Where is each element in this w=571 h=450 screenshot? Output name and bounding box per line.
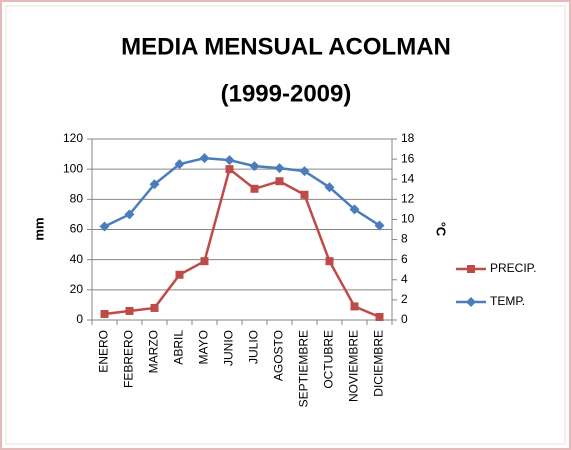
series-line <box>104 167 380 319</box>
inner-frame <box>5 5 566 445</box>
legend-label: TEMP. <box>490 294 525 308</box>
x-tick-label: MARZO <box>147 330 161 373</box>
marker <box>175 270 184 279</box>
marker <box>125 306 134 315</box>
x-tick-label: AGOSTO <box>272 330 286 381</box>
x-tick-label: ENERO <box>97 330 111 373</box>
y2-tick-label: 2 <box>401 292 408 306</box>
marker <box>324 182 335 193</box>
y2-axis-title: °C <box>434 222 449 237</box>
marker <box>100 309 109 318</box>
marker <box>300 190 309 199</box>
y-tick-label: 100 <box>63 161 83 175</box>
chart-title: (1999-2009) <box>221 80 352 107</box>
y2-tick-label: 18 <box>401 131 415 145</box>
x-tick-label: SEPTIEMBRE <box>297 330 311 407</box>
marker <box>124 209 135 220</box>
x-tick-label: JULIO <box>247 330 261 364</box>
y2-tick-label: 4 <box>401 272 408 286</box>
series-line <box>103 156 381 228</box>
marker <box>149 179 160 190</box>
x-tick-label: NOVIEMBRE <box>347 330 361 402</box>
legend-label: PRECIP. <box>490 261 536 275</box>
y-tick-label: 80 <box>70 192 84 206</box>
marker <box>325 257 334 266</box>
y2-tick-label: 14 <box>401 171 415 185</box>
y-tick-label: 20 <box>70 282 84 296</box>
x-tick-label: MAYO <box>197 330 211 364</box>
y2-tick-label: 0 <box>401 312 408 326</box>
marker <box>299 166 310 177</box>
x-tick-label: DICIEMBRE <box>372 330 386 397</box>
y-tick-label: 60 <box>70 222 84 236</box>
y2-tick-label: 16 <box>401 151 415 165</box>
x-tick-label: ABRIL <box>172 330 186 365</box>
y2-tick-label: 10 <box>401 212 415 226</box>
y2-tick-label: 12 <box>401 192 415 206</box>
y2-tick-label: 8 <box>401 232 408 246</box>
chart-title: MEDIA MENSUAL ACOLMAN <box>121 33 451 60</box>
marker <box>250 184 259 193</box>
marker <box>466 297 476 307</box>
marker <box>249 161 260 172</box>
x-tick-label: OCTUBRE <box>322 330 336 389</box>
marker <box>275 177 284 186</box>
marker <box>274 163 285 174</box>
y2-tick-label: 6 <box>401 252 408 266</box>
marker <box>375 312 384 321</box>
marker <box>374 220 385 231</box>
marker <box>150 303 159 312</box>
y-tick-label: 120 <box>63 131 83 145</box>
y-tick-label: 40 <box>70 252 84 266</box>
marker <box>349 204 360 215</box>
marker <box>225 165 234 174</box>
marker <box>467 265 475 273</box>
x-tick-label: FEBRERO <box>122 330 136 388</box>
y-axis-title: mm <box>31 217 46 240</box>
marker <box>350 302 359 311</box>
marker <box>224 155 235 166</box>
x-tick-label: JUNIO <box>222 330 236 366</box>
y-tick-label: 0 <box>76 312 83 326</box>
marker <box>200 257 209 266</box>
marker <box>99 221 110 232</box>
marker <box>199 153 210 164</box>
marker <box>174 159 185 170</box>
